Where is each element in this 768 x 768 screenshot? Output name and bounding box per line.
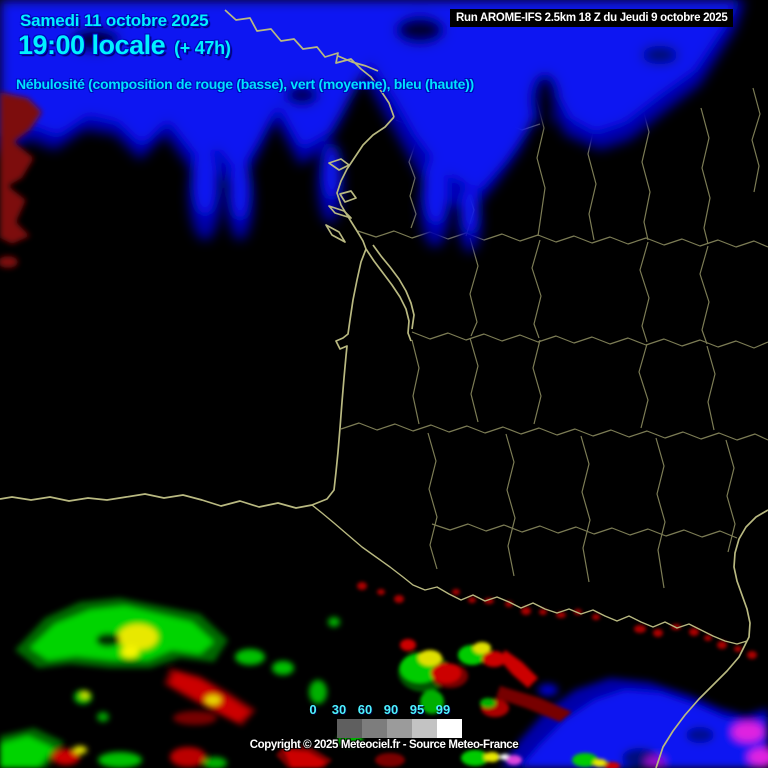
legend-swatch [437,719,462,738]
low-clouds-left-layer [0,92,42,268]
legend-swatch [362,719,387,738]
legend-swatches [337,719,462,738]
legend-label: 99 [435,702,451,717]
legend-swatch [387,719,412,738]
forecast-date: Samedi 11 octobre 2025 [20,11,209,30]
legend-label: 95 [409,702,425,717]
forecast-offset: (+ 47h) [174,38,231,58]
high-clouds-top-layer [0,0,745,252]
clouds-pyrenees-layer [276,582,757,768]
legend-labels: 0 30 60 90 95 99 [300,702,470,717]
clouds-south-cluster-layer [0,598,340,768]
forecast-time: 19:00 locale [18,30,166,60]
copyright-notice: Copyright © 2025 Meteociel.fr - Source M… [249,739,519,751]
legend-label: 0 [309,702,317,717]
legend-label: 60 [357,702,373,717]
legend-swatch [337,719,362,738]
forecast-time-line: 19:00 locale (+ 47h) [18,30,231,61]
legend-swatch [412,719,437,738]
high-clouds-bottom-right-layer [500,678,768,768]
map-subtitle: Nébulosité (composition de rouge (basse)… [16,76,474,92]
cloud-cover-legend: 0 30 60 90 95 99 [300,702,470,738]
coastline-borders [0,9,768,768]
model-run-info: Run AROME-IFS 2.5km 18 Z du Jeudi 9 octo… [450,9,734,27]
legend-label: 90 [383,702,399,717]
department-borders [340,87,768,589]
legend-label: 30 [331,702,347,717]
